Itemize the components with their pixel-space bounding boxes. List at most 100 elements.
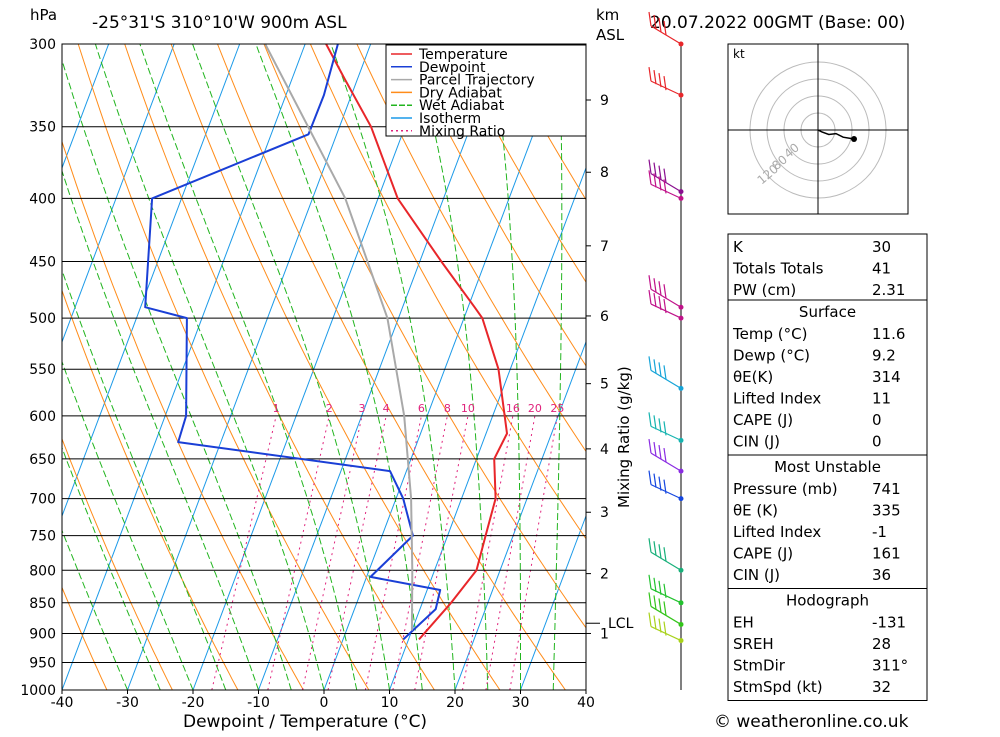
km-tick-label: 7 [600,239,609,255]
stats-label: K [733,238,744,256]
km-tick-label: 9 [600,93,609,109]
pressure-tick-label: 400 [29,191,56,207]
stats-label: EH [733,614,754,632]
dry-adiabat-line [264,44,631,690]
copyright-watermark: © weatheronline.co.uk [714,712,909,732]
stats-label: CIN (J) [733,566,780,584]
stats-value: -1 [872,523,887,541]
mixing-ratio-line [510,416,557,690]
wet-adiabat-line [0,44,160,690]
pressure-gridlines [62,44,586,690]
stats-label: Totals Totals [732,260,824,278]
wind-barb-feather [664,365,666,379]
wind-barb-feather [664,547,666,561]
pressure-unit-label: hPa [30,6,57,24]
wind-barb-feather [649,471,651,485]
wind-barb-feather [649,412,651,426]
km-tick-label: 6 [600,309,609,325]
wind-barb-feather [664,601,666,615]
temp-tick-label: -30 [116,695,139,711]
stats-value: 11.6 [872,325,905,343]
stats-value: 161 [872,545,901,563]
pressure-tick-label: 800 [29,563,56,579]
wind-barb-feather [649,538,651,552]
stats-value: 11 [872,390,891,408]
stats-label: SREH [733,635,774,653]
mixing-ratio-line [393,416,447,690]
km-tick-label: 4 [600,442,609,458]
wind-barb-feather [654,359,656,373]
pressure-tick-label: 550 [29,362,56,378]
location-title: -25°31'S 310°10'W 900m ASL [92,13,347,33]
km-tick-label: 2 [600,567,609,583]
wind-profile [649,12,684,690]
wind-barb-feather [659,362,661,376]
x-axis-label: Dewpoint / Temperature (°C) [183,712,427,732]
stats-value: 0 [872,433,882,451]
isotherm-line [390,44,633,690]
datetime-title: 20.07.2022 00GMT (Base: 00) [650,13,905,33]
pressure-tick-label: 650 [29,452,56,468]
wet-adiabat-line [0,44,128,690]
km-tick-label: 3 [600,505,609,521]
isotherm-line [128,44,371,690]
km-tick-label: 8 [600,165,609,181]
isotherm-line [455,44,698,690]
wet-adiabat-line [586,44,616,690]
wind-barb-feather [649,613,651,627]
mixing-ratio-tick-label: 1 [273,402,280,415]
km-unit-label: km [596,6,619,24]
mixing-ratio-tick-label: 4 [383,402,390,415]
dry-adiabat-line [0,44,172,690]
stats-label: Lifted Index [733,390,821,408]
stats-section-title: Surface [799,303,856,321]
temp-tick-label: 30 [512,695,530,711]
stats-label: Temp (°C) [732,325,807,343]
pressure-tick-label: 700 [29,492,56,508]
wind-barb-feather [664,448,666,462]
stats-label: StmDir [733,657,786,675]
pressure-tick-label: 300 [29,37,56,53]
plot-frame [62,44,586,690]
pressure-tick-label: 500 [29,311,56,327]
stats-value: 28 [872,635,891,653]
mixing-ratio-tick-label: 6 [418,402,425,415]
stats-value: 9.2 [872,347,896,365]
wind-barb-feather [649,439,651,453]
mixing-ratio-tick-label: 25 [550,402,564,415]
legend-label: Mixing Ratio [419,124,505,140]
wet-adiabat-line [140,44,357,690]
wind-barb-feather [659,281,661,295]
wet-adiabat-line [256,44,422,690]
stats-section-title: Hodograph [786,592,869,610]
wind-barb-feather [654,278,656,292]
stats-value: 32 [872,678,891,696]
stats-label: CAPE (J) [733,411,793,429]
pressure-tick-label: 350 [29,120,56,136]
stats-value: 2.31 [872,281,905,299]
isotherm-line [62,44,305,690]
mixing-ratio-line [268,416,329,690]
temp-tick-label: -40 [51,695,74,711]
temp-tick-label: 10 [381,695,399,711]
wind-barb-feather [654,442,656,456]
stats-value: 0 [872,411,882,429]
stats-label: Lifted Index [733,523,821,541]
mixing-ratio-line [302,416,362,690]
wind-barb-feather [649,275,651,289]
mixing-ratio-line [328,416,386,690]
wind-barb-feather [659,445,661,459]
asl-unit-label: ASL [596,26,625,44]
stats-value: 41 [872,260,891,278]
wind-barb-feather [664,284,666,298]
isotherm-line [324,44,567,690]
wind-barb-feather [649,592,651,606]
mixing-ratio-tick-label: 3 [359,402,366,415]
wind-barb-feather [649,356,651,370]
mixing-ratio-tick-label: 8 [444,402,451,415]
mixing-ratio-line [486,416,535,690]
